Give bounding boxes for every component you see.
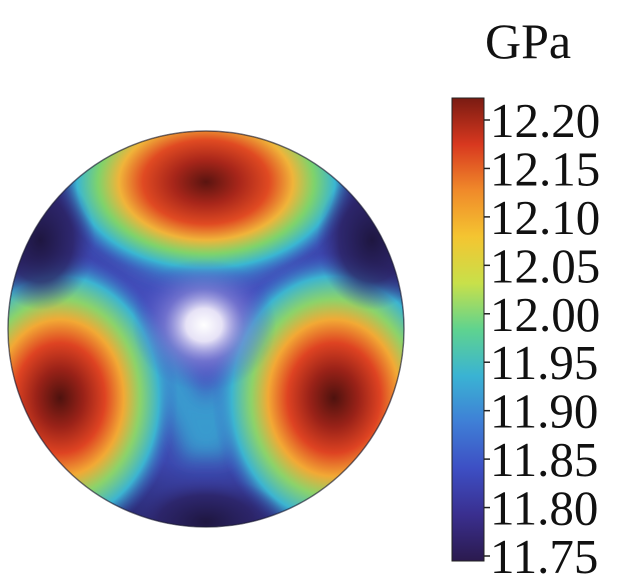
colorbar-unit-label: GPa [485,13,571,69]
colorbar-tick-label: 11.95 [490,335,598,390]
hotspot-lower-left [8,253,178,527]
colorbar-tick-label: 12.05 [490,238,600,293]
colorbar-tick-label: 12.00 [490,287,600,342]
sphere-outline [7,130,405,528]
colorbar-tick-label: 11.85 [490,432,598,487]
colorbar-ticks: 12.2012.1512.1012.0512.0011.9511.9011.85… [484,93,600,584]
colorbar-tick-label: 11.90 [490,384,598,439]
colorbar-gradient [451,97,485,562]
colorbar-tick-label: 11.75 [490,529,598,584]
minimum-upper-right [317,170,404,310]
colorbar: GPa 12.2012.1512.1012.0512.0011.9511.901… [451,13,600,584]
colorbar-tick-label: 12.15 [490,141,600,196]
minimum-bottom [126,477,286,527]
sphere-surface [7,130,405,528]
colorbar-tick-label: 12.10 [490,190,600,245]
hotspot-top [56,131,356,282]
colorbar-tick-label: 11.80 [490,481,598,536]
colorbar-tick-label: 12.20 [490,93,600,148]
center-minimum-glow [132,259,276,391]
